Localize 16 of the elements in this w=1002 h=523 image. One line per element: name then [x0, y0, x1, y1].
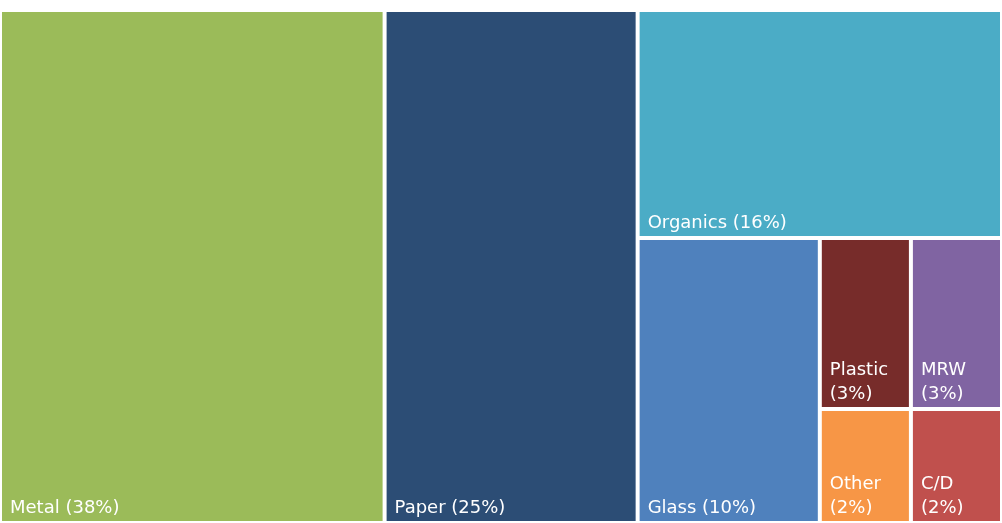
category-label: C/D [920, 472, 954, 493]
category-label: Paper [394, 496, 447, 517]
category-label: Plastic [829, 358, 889, 379]
category-label: MRW [920, 358, 967, 379]
data-label: (3%) [829, 382, 873, 403]
category-label: Other [829, 472, 882, 493]
category-label: Organics [647, 211, 728, 232]
data-label: (16%) [732, 211, 787, 232]
data-label: (25%) [451, 496, 506, 517]
data-label: (2%) [829, 496, 873, 517]
data-label: (2%) [920, 496, 964, 517]
data-label: (38%) [65, 496, 120, 517]
category-label: Metal [10, 496, 60, 517]
data-label: (3%) [920, 382, 964, 403]
category-label: Glass [647, 496, 697, 517]
data-label: (10%) [702, 496, 757, 517]
